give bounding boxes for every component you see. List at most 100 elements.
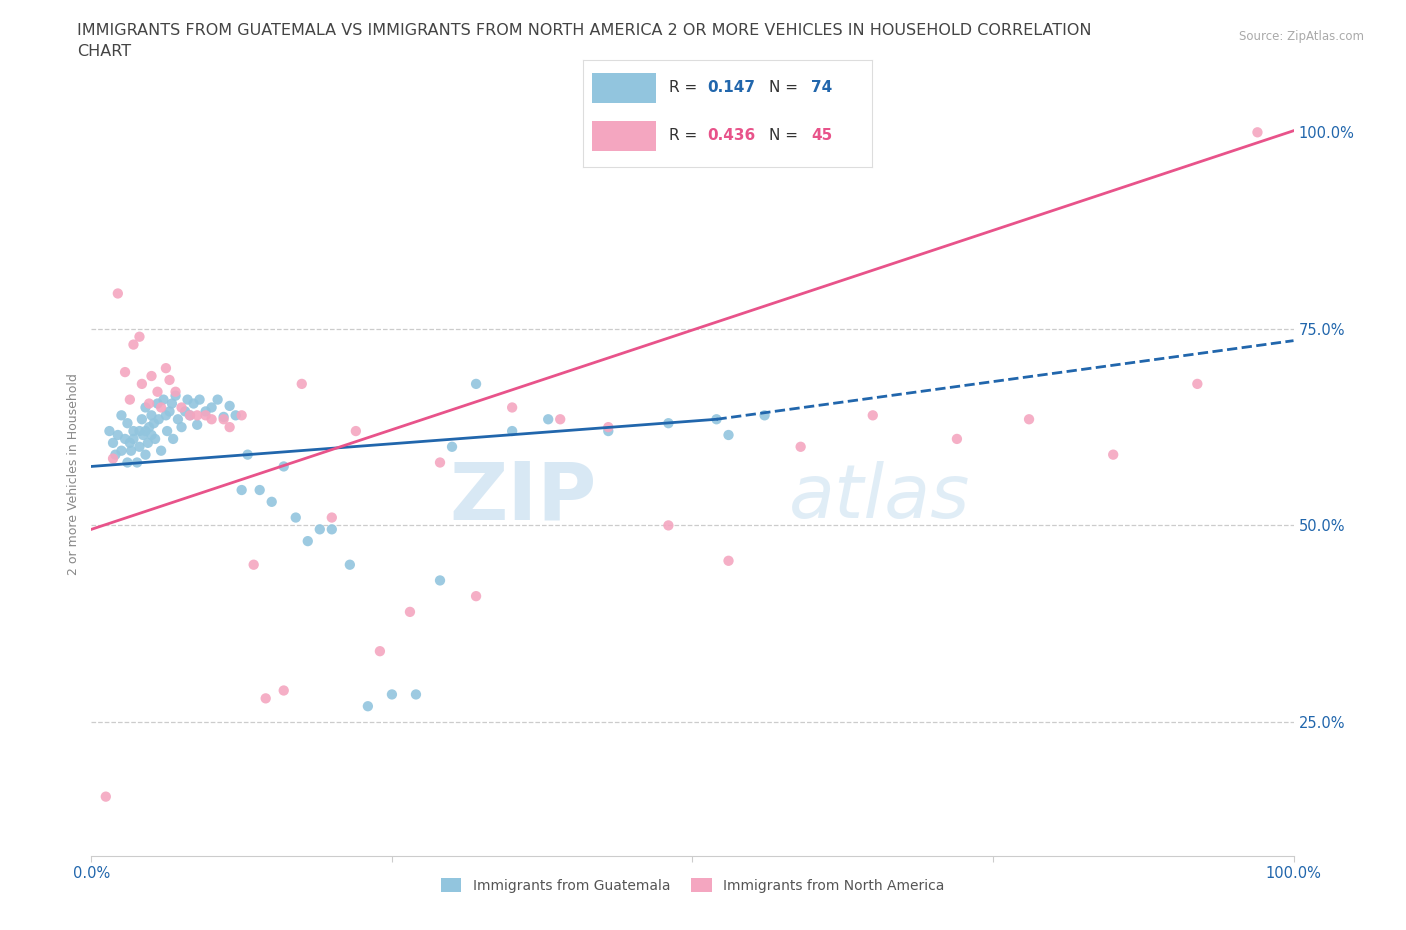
Text: R =: R = (668, 80, 702, 95)
Point (429, 573, 451, 588)
Legend: Immigrants from Guatemala, Immigrants from North America: Immigrants from Guatemala, Immigrants fr… (434, 872, 950, 898)
Point (284, 510, 307, 525)
Point (321, 510, 343, 525)
Point (120, 444, 142, 458)
Point (110, 444, 132, 458)
Point (155, 408, 177, 423)
Point (789, 439, 811, 454)
Point (339, 557, 361, 572)
Text: N =: N = (769, 80, 803, 95)
Point (156, 424, 179, 439)
Point (440, 439, 463, 454)
Point (598, 419, 620, 434)
Point (143, 432, 166, 446)
Point (194, 404, 217, 418)
Point (162, 432, 184, 446)
Point (254, 691, 277, 706)
Point (159, 373, 181, 388)
Point (399, 604, 422, 619)
Point (598, 424, 620, 439)
Point (218, 398, 240, 413)
Point (273, 683, 295, 698)
Point (657, 518, 679, 533)
Point (1018, 412, 1040, 427)
Text: CHART: CHART (77, 44, 131, 59)
Text: 0.436: 0.436 (707, 128, 755, 143)
Point (465, 589, 488, 604)
Point (128, 439, 150, 454)
Point (1246, 125, 1268, 140)
Point (548, 412, 571, 427)
Point (118, 392, 141, 407)
Point (717, 428, 740, 443)
Text: IMMIGRANTS FROM GUATEMALA VS IMMIGRANTS FROM NORTH AMERICA 2 OR MORE VEHICLES IN: IMMIGRANTS FROM GUATEMALA VS IMMIGRANTS … (77, 23, 1092, 38)
Point (754, 408, 776, 423)
Text: 45: 45 (811, 128, 832, 143)
Y-axis label: 2 or more Vehicles in Household: 2 or more Vehicles in Household (67, 373, 80, 576)
Bar (592, 73, 655, 103)
Point (122, 424, 145, 439)
Point (212, 409, 235, 424)
Point (321, 522, 343, 537)
Point (165, 384, 187, 399)
Text: Source: ZipAtlas.com: Source: ZipAtlas.com (1239, 30, 1364, 43)
Point (104, 447, 127, 462)
Point (132, 428, 155, 443)
Point (201, 412, 224, 427)
Point (150, 400, 173, 415)
Point (201, 400, 224, 415)
Point (155, 361, 177, 376)
Point (186, 418, 208, 432)
Point (273, 459, 295, 474)
Point (501, 400, 523, 415)
Point (122, 338, 145, 352)
Point (128, 424, 150, 439)
Point (657, 416, 679, 431)
Text: atlas: atlas (789, 461, 970, 533)
Point (170, 400, 193, 415)
Bar (592, 122, 655, 152)
Point (134, 424, 156, 439)
Point (231, 483, 253, 498)
Point (862, 408, 884, 423)
Point (114, 365, 136, 379)
Point (131, 377, 153, 392)
Point (141, 368, 163, 383)
Point (98, 424, 121, 439)
Point (142, 416, 165, 431)
Point (148, 412, 170, 427)
Point (194, 408, 217, 423)
Point (186, 408, 208, 423)
Point (131, 412, 153, 427)
Point (1102, 447, 1125, 462)
Point (146, 396, 169, 411)
Point (165, 388, 187, 403)
Point (136, 435, 159, 450)
Point (706, 412, 728, 427)
Point (501, 424, 523, 439)
Point (308, 522, 330, 537)
Point (249, 483, 271, 498)
Text: R =: R = (668, 128, 702, 143)
Point (207, 392, 229, 407)
Point (1187, 377, 1209, 392)
Point (152, 392, 174, 407)
Point (141, 428, 163, 443)
Point (117, 416, 139, 431)
Text: ZIP: ZIP (449, 458, 596, 537)
Point (141, 408, 163, 423)
Point (118, 435, 141, 450)
Point (107, 286, 129, 301)
Point (101, 435, 124, 450)
Point (122, 432, 145, 446)
Point (465, 377, 488, 392)
Point (94, 790, 117, 804)
Point (242, 557, 264, 572)
Point (183, 396, 205, 411)
Point (170, 419, 193, 434)
Point (138, 419, 160, 434)
Point (146, 384, 169, 399)
Point (179, 408, 201, 423)
Point (179, 408, 201, 423)
Point (946, 432, 969, 446)
